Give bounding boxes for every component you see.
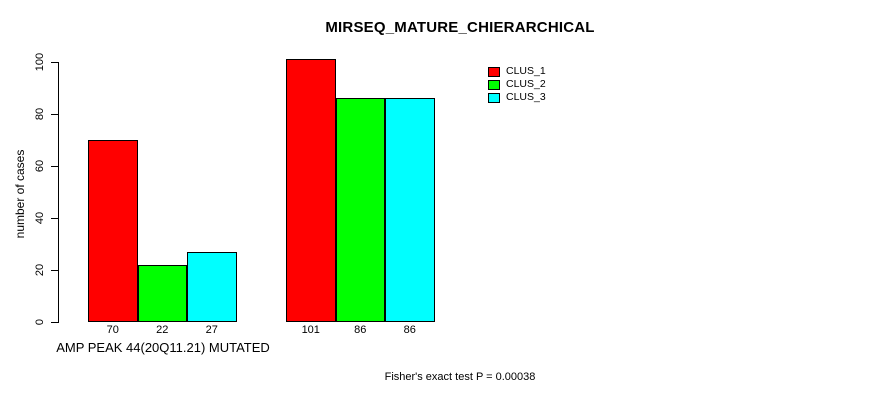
bar-value-label: 27 — [205, 324, 218, 336]
fisher-test-caption: Fisher's exact test P = 0.00038 — [384, 371, 536, 383]
bar-clus_2-group1 — [137, 264, 187, 322]
y-axis-tick — [51, 270, 58, 271]
y-axis-tick-label: 40 — [34, 211, 46, 225]
legend-swatch-clus_2 — [488, 79, 500, 90]
y-axis-tick-label: 20 — [34, 263, 46, 277]
legend-label: CLUS_2 — [506, 78, 546, 90]
bar-value-label: 22 — [156, 324, 169, 336]
y-axis-tick — [51, 62, 58, 63]
y-axis-tick — [51, 322, 58, 323]
bar-clus_2-group2 — [335, 98, 385, 322]
bar-value-label: 70 — [106, 324, 119, 336]
legend-item-clus_3: CLUS_3 — [488, 91, 546, 104]
y-axis-tick — [51, 114, 58, 115]
legend-label: CLUS_3 — [506, 91, 546, 103]
bar-clus_1-group1 — [88, 140, 138, 322]
legend-item-clus_2: CLUS_2 — [488, 78, 546, 91]
y-axis-tick-label: 80 — [34, 107, 46, 121]
y-axis-tick-label: 100 — [34, 52, 46, 72]
y-axis-tick — [51, 218, 58, 219]
legend-item-clus_1: CLUS_1 — [488, 65, 546, 78]
bar-value-label: 101 — [301, 324, 320, 336]
y-axis-line — [58, 62, 59, 323]
chart-title: MIRSEQ_MATURE_CHIERARCHICAL — [325, 19, 595, 36]
y-axis-tick — [51, 166, 58, 167]
bar-value-label: 86 — [403, 324, 416, 336]
y-axis-tick-label: 60 — [34, 159, 46, 173]
bar-clus_1-group2 — [286, 59, 336, 322]
x-axis-group-label: AMP PEAK 44(20Q11.21) MUTATED — [56, 340, 270, 355]
bar-value-label: 86 — [354, 324, 367, 336]
legend-swatch-clus_1 — [488, 66, 500, 77]
legend-swatch-clus_3 — [488, 92, 500, 103]
y-axis-tick-label: 0 — [34, 318, 46, 326]
bar-clus_3-group1 — [187, 251, 237, 322]
legend-label: CLUS_1 — [506, 65, 546, 77]
bar-clus_3-group2 — [385, 98, 435, 322]
